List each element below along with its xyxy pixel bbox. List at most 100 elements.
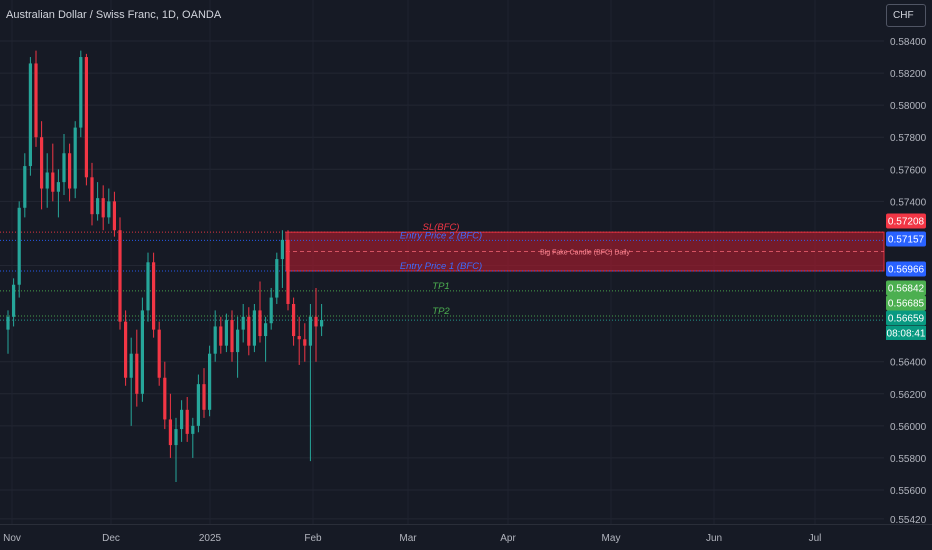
candle-body xyxy=(124,321,128,378)
price-tag-bg xyxy=(886,295,926,311)
price-tag-entry: 0.56966 xyxy=(888,265,925,276)
level-labels: SL(BFC)Entry Price 2 (BFC) Entry Price 1 … xyxy=(400,222,482,317)
candle-body xyxy=(62,153,66,183)
candle-body xyxy=(258,310,262,337)
candle-body xyxy=(34,63,38,138)
price-tag-bg xyxy=(886,231,926,247)
candle-body xyxy=(196,384,200,426)
chart-title: Australian Dollar / Swiss Franc, 1D, OAN… xyxy=(6,9,222,21)
candle-body xyxy=(168,419,172,446)
candle-body xyxy=(219,326,223,346)
candle-body xyxy=(314,316,318,327)
time-axis[interactable]: Nov Dec 2025 Feb Mar Apr May Jun Jul xyxy=(0,524,932,545)
candle-body xyxy=(23,166,27,208)
candle-body xyxy=(140,310,144,394)
level-label-entry: Entry Price 1 (BFC) xyxy=(400,261,482,272)
price-tag-bg xyxy=(886,280,926,296)
price-tag-tp: 0.56685 xyxy=(888,299,925,310)
candle-body xyxy=(174,429,178,446)
candle-body xyxy=(17,207,21,285)
candle-body xyxy=(118,230,122,322)
price-tag-bg xyxy=(886,310,926,326)
countdown-label: 08:08:41 xyxy=(887,329,926,340)
y-tick-label: 0.57800 xyxy=(890,133,927,144)
candle-body xyxy=(280,239,284,260)
candle-body xyxy=(185,409,189,434)
candle-body xyxy=(68,153,72,189)
currency-button[interactable]: CHF xyxy=(886,4,926,27)
price-tag-tp: 0.56842 xyxy=(888,284,925,295)
candle-body xyxy=(241,316,245,330)
candle-body xyxy=(252,310,256,346)
candle-body xyxy=(275,259,279,298)
candle-body xyxy=(146,262,150,311)
y-tick-label: 0.56200 xyxy=(890,390,927,401)
candle-body xyxy=(292,303,296,337)
candle-body xyxy=(51,172,55,192)
candle-body xyxy=(180,409,184,430)
candle-body xyxy=(247,316,251,346)
x-tick-label: Dec xyxy=(102,533,120,544)
candle-body xyxy=(45,172,49,189)
candle-body xyxy=(157,329,161,378)
price-tag-bg xyxy=(886,213,926,229)
candle-body xyxy=(163,377,167,420)
y-tick-label: 0.58400 xyxy=(890,37,927,48)
candle-body xyxy=(297,336,301,340)
price-tags: 0.57208 0.57157 0.56966 0.56842 0.56685 0.566… xyxy=(886,213,926,340)
candle-body xyxy=(224,320,228,346)
candle-body xyxy=(152,262,156,330)
candle-body xyxy=(230,320,234,353)
price-tag-entry: 0.57157 xyxy=(888,235,925,246)
level-label-tp: TP2 xyxy=(432,306,450,317)
candle-body xyxy=(213,326,217,354)
candle-body xyxy=(202,384,206,410)
level-label-entry: Entry Price 2 (BFC) xyxy=(400,230,482,241)
candle-body xyxy=(236,329,240,353)
y-tick-label: 0.56000 xyxy=(890,422,927,433)
candle-body xyxy=(308,316,312,346)
candle-body xyxy=(28,63,32,167)
candle-body xyxy=(135,353,139,394)
candle-body xyxy=(303,339,307,346)
candle-body xyxy=(79,57,83,128)
x-tick-label: Nov xyxy=(3,533,21,544)
y-tick-label: 0.55420 xyxy=(890,515,927,526)
candle-body xyxy=(320,320,324,327)
x-tick-label: 2025 xyxy=(199,533,222,544)
bfc-zone-label: Big Fake Candle (BFC) Daily xyxy=(540,250,630,257)
candle-body xyxy=(101,198,105,218)
y-tick-label: 0.56400 xyxy=(890,358,927,369)
y-tick-label: 0.57600 xyxy=(890,165,927,176)
candles xyxy=(6,50,324,482)
candle-body xyxy=(73,127,77,189)
x-tick-label: Jun xyxy=(706,533,722,544)
x-tick-label: Jul xyxy=(809,533,822,544)
candle-body xyxy=(129,353,133,378)
candle-body xyxy=(269,297,273,324)
x-tick-label: May xyxy=(602,533,621,544)
y-tick-label: 0.58000 xyxy=(890,101,927,112)
y-tick-label: 0.55800 xyxy=(890,454,927,465)
x-tick-label: Mar xyxy=(399,533,417,544)
candle-body xyxy=(107,201,111,218)
candle-body xyxy=(84,57,88,178)
countdown-bg xyxy=(886,326,926,340)
candle-body xyxy=(208,353,212,410)
x-tick-label: Apr xyxy=(500,533,516,544)
price-tag-bg xyxy=(886,261,926,277)
price-tag-sl: 0.57208 xyxy=(888,217,925,228)
bfc-zone: Big Fake Candle (BFC) Daily xyxy=(285,231,885,272)
x-tick-label: Feb xyxy=(304,533,322,544)
y-tick-label: 0.58200 xyxy=(890,69,927,80)
candle-body xyxy=(191,425,195,434)
candle-body xyxy=(40,137,44,189)
candle-body xyxy=(6,316,10,330)
candle-body xyxy=(286,239,290,304)
candle-body xyxy=(264,323,268,337)
candle-body xyxy=(12,284,16,317)
candle-body xyxy=(96,198,100,215)
candle-body xyxy=(56,182,60,192)
level-label-sl: SL(BFC) xyxy=(423,222,460,233)
